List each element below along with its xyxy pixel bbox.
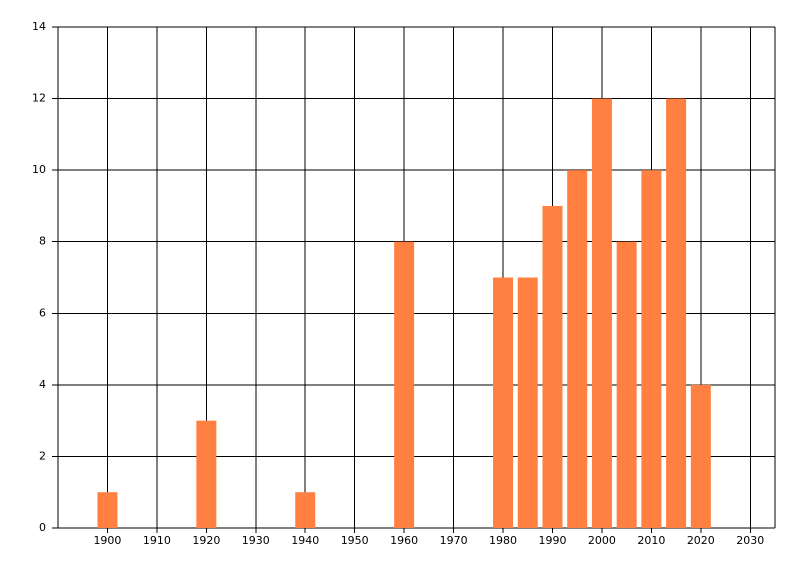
bar: [591, 98, 612, 529]
x-tick-label: 1910: [143, 534, 171, 547]
x-tick-label: 1900: [93, 534, 121, 547]
y-tick-label: 2: [39, 449, 46, 462]
x-tick-label: 1970: [440, 534, 468, 547]
x-tick-label: 1960: [390, 534, 418, 547]
y-tick-label: 8: [39, 235, 46, 248]
x-tick-label: 1940: [291, 534, 319, 547]
bar: [295, 492, 316, 528]
x-tick-label: 1990: [538, 534, 566, 547]
x-tick-label: 1930: [242, 534, 270, 547]
bar: [567, 170, 588, 528]
y-tick-label: 14: [32, 20, 46, 33]
x-tick-label: 2010: [637, 534, 665, 547]
x-tick-label: 1980: [489, 534, 517, 547]
bar: [517, 277, 538, 528]
x-tick-label: 2020: [687, 534, 715, 547]
bar: [641, 170, 662, 528]
bar: [542, 205, 563, 528]
bar: [666, 98, 687, 529]
y-tick-label: 4: [39, 378, 46, 391]
y-tick-label: 0: [39, 521, 46, 534]
x-tick-label: 1950: [341, 534, 369, 547]
y-tick-label: 6: [39, 306, 46, 319]
bar: [493, 277, 514, 528]
bar: [690, 384, 711, 528]
bar: [394, 241, 415, 528]
bar: [616, 241, 637, 528]
x-tick-label: 2000: [588, 534, 616, 547]
y-tick-label: 10: [32, 163, 46, 176]
x-tick-label: 1920: [192, 534, 220, 547]
bar: [196, 420, 217, 528]
bar: [97, 492, 118, 528]
y-tick-label: 12: [32, 92, 46, 105]
x-tick-label: 2030: [736, 534, 764, 547]
